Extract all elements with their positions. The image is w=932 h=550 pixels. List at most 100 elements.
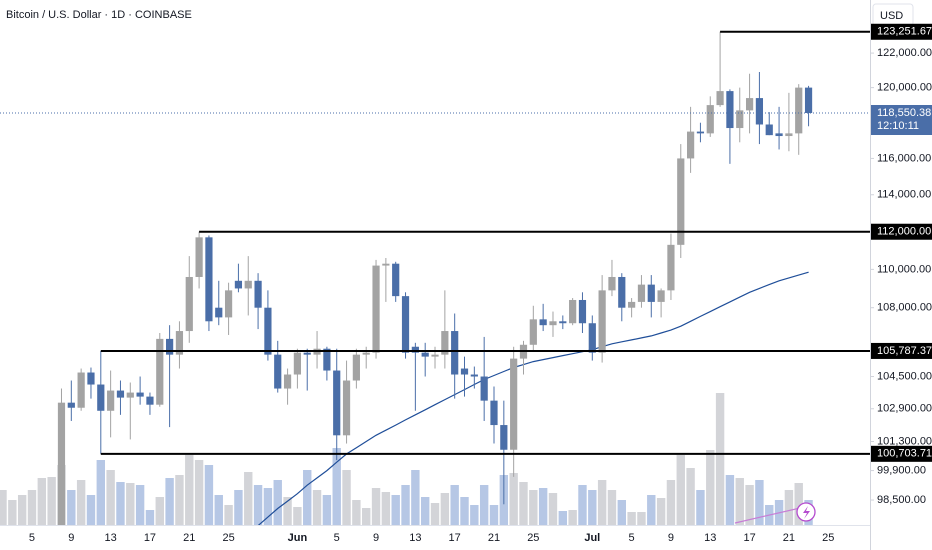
countdown: 12:10:11 (877, 120, 919, 132)
volume-bar (627, 512, 636, 525)
candle-body (745, 98, 754, 111)
candle-body (421, 352, 429, 357)
axes: 122,000.00 120,000.00 116,000.00 114,000.00… (29, 23, 932, 544)
candle-body (87, 372, 95, 385)
volume-bar (430, 503, 440, 525)
x-tick-label: 21 (488, 532, 500, 544)
volume-bar (312, 490, 322, 525)
candle-body (116, 390, 125, 398)
volume-bar (155, 497, 164, 525)
volume-bar (509, 473, 518, 525)
candle-body (205, 237, 213, 322)
y-tick-label: 101,300.00 (877, 435, 932, 447)
candle-body (480, 376, 488, 401)
volume-bar (607, 490, 617, 525)
y-tick-label: 99,900.00 (877, 464, 926, 476)
candle-body (706, 105, 714, 134)
x-tick-label: Jul (584, 532, 600, 544)
volume-bar (165, 478, 174, 525)
volume-bar (489, 505, 499, 525)
candle-body (569, 299, 577, 324)
volume-bar (204, 465, 214, 525)
y-tick-label: 122,000.00 (877, 47, 932, 59)
volume-bar (696, 490, 705, 525)
candle-body (126, 392, 134, 398)
volume-bar (470, 505, 479, 525)
candle-body (687, 131, 695, 159)
volume-bar (519, 482, 528, 525)
candle-body (588, 323, 596, 353)
candle-body (755, 98, 764, 125)
x-tick-label: 13 (409, 532, 421, 544)
candle-body (185, 276, 193, 332)
chart-title: Bitcoin / U.S. Dollar · 1D · COINBASE (6, 9, 192, 21)
level-label: 100,703.71 (877, 448, 932, 460)
volume-bar (0, 490, 7, 525)
volume-bar (322, 495, 332, 525)
x-tick-label: 21 (183, 532, 195, 544)
volume-bar (27, 490, 37, 525)
volume-bar (96, 460, 105, 525)
currency: USD (880, 10, 903, 22)
x-tick-label: 25 (822, 532, 834, 544)
candle-body (510, 358, 518, 450)
volume-bar (686, 468, 695, 525)
level-label: 105,787.37 (877, 345, 932, 357)
volume-bar (175, 475, 184, 525)
volume-bar (47, 477, 56, 525)
candle-body (283, 374, 292, 389)
volume-bar (597, 480, 607, 525)
candle-body (323, 348, 331, 371)
volume-bar (460, 497, 469, 525)
volume-bar (391, 495, 400, 525)
candle-body (342, 380, 351, 436)
alert-icon-bolt (803, 506, 810, 519)
x-tick-label: 13 (704, 532, 716, 544)
volume-bar (293, 507, 302, 525)
candle-body (274, 354, 282, 389)
volume-bar (558, 511, 568, 525)
candle-body (136, 392, 144, 397)
volume-bar (715, 393, 725, 525)
level-label-box (871, 223, 932, 240)
volume-bar (450, 485, 459, 525)
candle-body (392, 263, 400, 297)
x-tick-label: 5 (334, 532, 340, 544)
volume-bar (145, 510, 155, 525)
candle-body (460, 368, 469, 375)
y-tick-label: 110,000.00 (877, 263, 931, 275)
volume-bar (224, 505, 233, 525)
candle-body (785, 133, 793, 137)
candle-body (736, 110, 744, 129)
volume-bar (8, 500, 17, 525)
candle-body (618, 276, 626, 308)
volume-bar (529, 490, 538, 525)
candle-body (529, 319, 537, 345)
x-tick-label: 9 (668, 532, 674, 544)
volume-bar (253, 485, 263, 525)
volume-bar (342, 470, 351, 525)
candle-body (264, 307, 272, 355)
volume-bar (401, 485, 410, 525)
y-tick-label: 116,000.00 (877, 152, 931, 164)
moving-average (257, 271, 809, 525)
volume-bar (794, 483, 803, 525)
volume-bar (381, 492, 391, 525)
volume-bar (676, 455, 685, 525)
candle-body (667, 244, 675, 291)
x-tick-label: 21 (783, 532, 795, 544)
candle-body (441, 331, 449, 355)
candle-body (175, 331, 184, 355)
candle-body (224, 290, 233, 318)
volume-bar (420, 497, 430, 525)
indicator-line (734, 507, 801, 524)
candle-body (500, 425, 508, 450)
candle-body (382, 263, 390, 266)
candle-body (333, 370, 341, 436)
volume-bar (214, 495, 223, 525)
candle-body (804, 87, 813, 114)
volume-bar (548, 493, 558, 525)
volume-bar (244, 472, 253, 525)
level-label: 123,251.67 (877, 26, 932, 38)
